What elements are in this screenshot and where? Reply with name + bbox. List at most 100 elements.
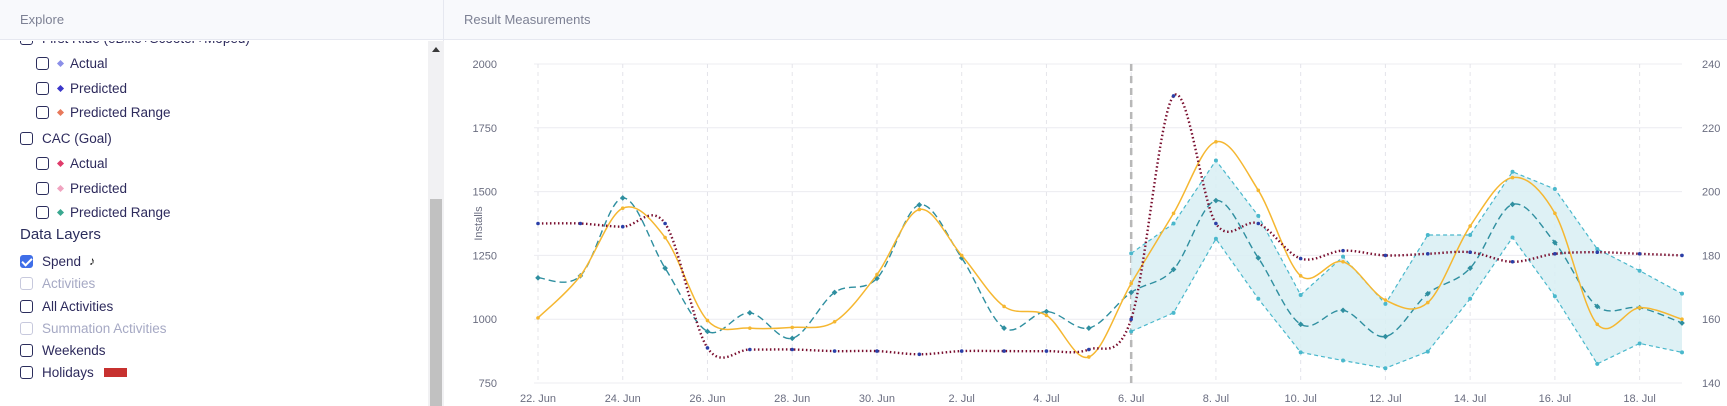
predicted-point xyxy=(747,309,753,316)
range-upper-point xyxy=(1552,187,1557,192)
series-toggle-predicted-range[interactable]: Predicted Range xyxy=(36,101,171,123)
predicted-point xyxy=(1128,289,1135,296)
explore-list: First Ride (eBike+Scooter+Moped) Actual Pr… xyxy=(0,41,428,406)
range-upper-point xyxy=(1425,232,1430,237)
actual-point xyxy=(1171,211,1176,216)
explore-panel: Explore First Ride (eBike+Scooter+Moped)… xyxy=(0,0,444,406)
range-upper-point xyxy=(1383,301,1388,306)
spend-point xyxy=(1341,248,1345,253)
scroll-up-arrow-icon[interactable] xyxy=(432,47,440,52)
series-toggle-actual[interactable]: Actual xyxy=(36,152,108,174)
layer-toggle-activities: Activities xyxy=(20,272,95,294)
y-tick-label: 750 xyxy=(479,378,497,390)
layer-label: Weekends xyxy=(42,342,106,358)
spend-point xyxy=(832,349,837,353)
series-toggle-first-ride-ebike-scooter-moped[interactable]: First Ride (eBike+Scooter+Moped) xyxy=(20,41,250,49)
actual-point xyxy=(536,316,540,320)
actual-point xyxy=(1256,188,1261,193)
result-chart[interactable]: 750 1000 1250 1500 1750 2000 140 160 180 200 220 24… xyxy=(444,40,1727,406)
checkbox[interactable] xyxy=(36,181,49,195)
predicted-point xyxy=(789,335,796,342)
layer-toggle-holidays[interactable]: Holidays xyxy=(20,361,127,383)
checkbox[interactable] xyxy=(20,299,33,313)
layer-label: All Activities xyxy=(42,298,114,314)
actual-point xyxy=(620,206,625,210)
spend-point xyxy=(620,224,625,229)
actual-point xyxy=(1087,355,1091,359)
series-label: First Ride (eBike+Scooter+Moped) xyxy=(42,41,250,46)
diamond-marker-icon xyxy=(56,59,65,67)
predicted-point xyxy=(535,275,541,281)
layer-toggle-spend[interactable]: Spend ♪ xyxy=(20,250,95,272)
actual-point xyxy=(705,318,710,323)
layer-toggle-summation-activities: Summation Activities xyxy=(20,317,167,339)
range-upper-point xyxy=(1468,232,1473,237)
range-upper-point xyxy=(1680,291,1684,296)
checkbox[interactable] xyxy=(20,131,33,145)
spend-point xyxy=(1129,317,1133,322)
range-lower-point xyxy=(1213,236,1218,241)
scrollbar-thumb[interactable] xyxy=(430,199,442,406)
layer-toggle-weekends[interactable]: Weekends xyxy=(20,339,106,361)
x-tick-label: 24. Jun xyxy=(605,393,641,405)
series-toggle-predicted[interactable]: Predicted xyxy=(36,177,127,199)
checkbox[interactable] xyxy=(36,56,49,70)
range-lower-point xyxy=(1341,358,1346,363)
diamond-marker-icon xyxy=(56,84,65,92)
spend-point xyxy=(748,347,752,352)
predicted-point xyxy=(1213,197,1219,204)
actual-point xyxy=(1680,317,1684,322)
series-toggle-actual[interactable]: Actual xyxy=(36,52,108,74)
actual-point xyxy=(1383,298,1388,302)
range-lower-point xyxy=(1468,296,1473,301)
x-tick-label: 30. Jun xyxy=(859,393,895,405)
range-upper-point xyxy=(1213,158,1218,163)
series-toggle-predicted[interactable]: Predicted xyxy=(36,77,127,99)
x-tick-label: 18. Jul xyxy=(1623,393,1655,405)
predicted-point xyxy=(704,328,711,335)
range-lower-point xyxy=(1637,341,1642,346)
predicted-point xyxy=(1509,201,1516,208)
actual-line xyxy=(537,141,1683,358)
checkbox[interactable] xyxy=(36,205,49,219)
actual-point xyxy=(1044,313,1049,318)
checkbox[interactable] xyxy=(20,254,33,268)
actual-point xyxy=(748,326,752,330)
checkbox[interactable] xyxy=(20,41,33,45)
predicted-point xyxy=(1170,266,1177,273)
series-label: Predicted Range xyxy=(70,204,171,220)
layer-label: Holidays xyxy=(42,364,94,380)
checkbox[interactable] xyxy=(20,343,33,357)
layer-toggle-all-activities[interactable]: All Activities xyxy=(20,295,113,317)
x-tick-label: 2. Jul xyxy=(949,393,975,405)
y2-tick-label: 140 xyxy=(1702,378,1720,390)
x-tick-label: 26. Jun xyxy=(689,393,725,405)
y-tick-label: 1000 xyxy=(473,314,497,326)
range-lower-point xyxy=(1595,361,1600,366)
diamond-marker-icon xyxy=(56,208,65,216)
range-upper-point xyxy=(1341,254,1346,259)
actual-point xyxy=(1595,322,1600,327)
range-upper-point xyxy=(1171,221,1176,226)
checkbox[interactable] xyxy=(36,105,49,119)
predicted-point xyxy=(1467,265,1473,271)
spend-point xyxy=(1256,221,1261,226)
checkbox[interactable] xyxy=(20,365,33,379)
spend-point xyxy=(1087,347,1091,352)
spend-point xyxy=(1553,252,1557,256)
scrollbar[interactable] xyxy=(428,41,444,406)
series-toggle-predicted-range[interactable]: Predicted Range xyxy=(36,201,171,223)
predicted-point xyxy=(916,202,923,208)
spend-point xyxy=(1637,252,1642,256)
checkbox xyxy=(20,276,33,290)
spend-point xyxy=(1044,349,1049,353)
x-tick-label: 10. Jul xyxy=(1284,393,1316,405)
y-tick-label: 2000 xyxy=(473,59,497,71)
spend-point xyxy=(1510,259,1515,264)
checkbox[interactable] xyxy=(36,156,49,170)
series-toggle-cac-goal[interactable]: CAC (Goal) xyxy=(20,127,112,149)
y-tick-label: 1250 xyxy=(473,250,497,262)
range-lower-point xyxy=(1680,350,1684,355)
checkbox[interactable] xyxy=(36,81,49,95)
actual-point xyxy=(1510,175,1515,180)
